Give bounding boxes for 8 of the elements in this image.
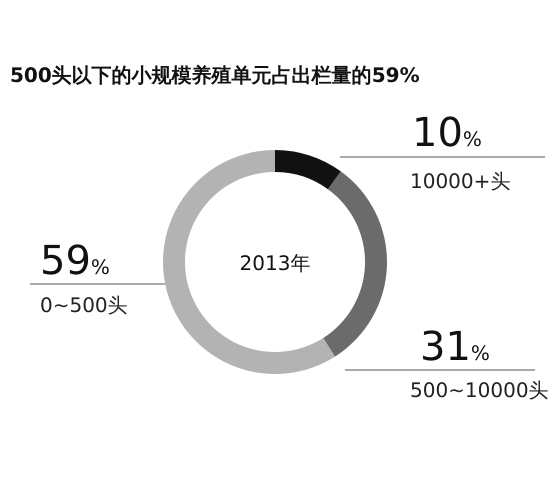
chart-title: 500头以下的小规模养殖单元占出栏量的59% bbox=[10, 63, 420, 87]
data-label: 31% bbox=[420, 324, 490, 370]
slice-label: 0~500头 bbox=[40, 293, 128, 317]
data-label: 10% bbox=[412, 110, 482, 156]
slice-label: 500~10000头 bbox=[410, 378, 549, 402]
text: 2013年 bbox=[240, 251, 310, 275]
data-label: 59% bbox=[40, 238, 110, 284]
slice-label: 10000+头 bbox=[410, 169, 510, 193]
